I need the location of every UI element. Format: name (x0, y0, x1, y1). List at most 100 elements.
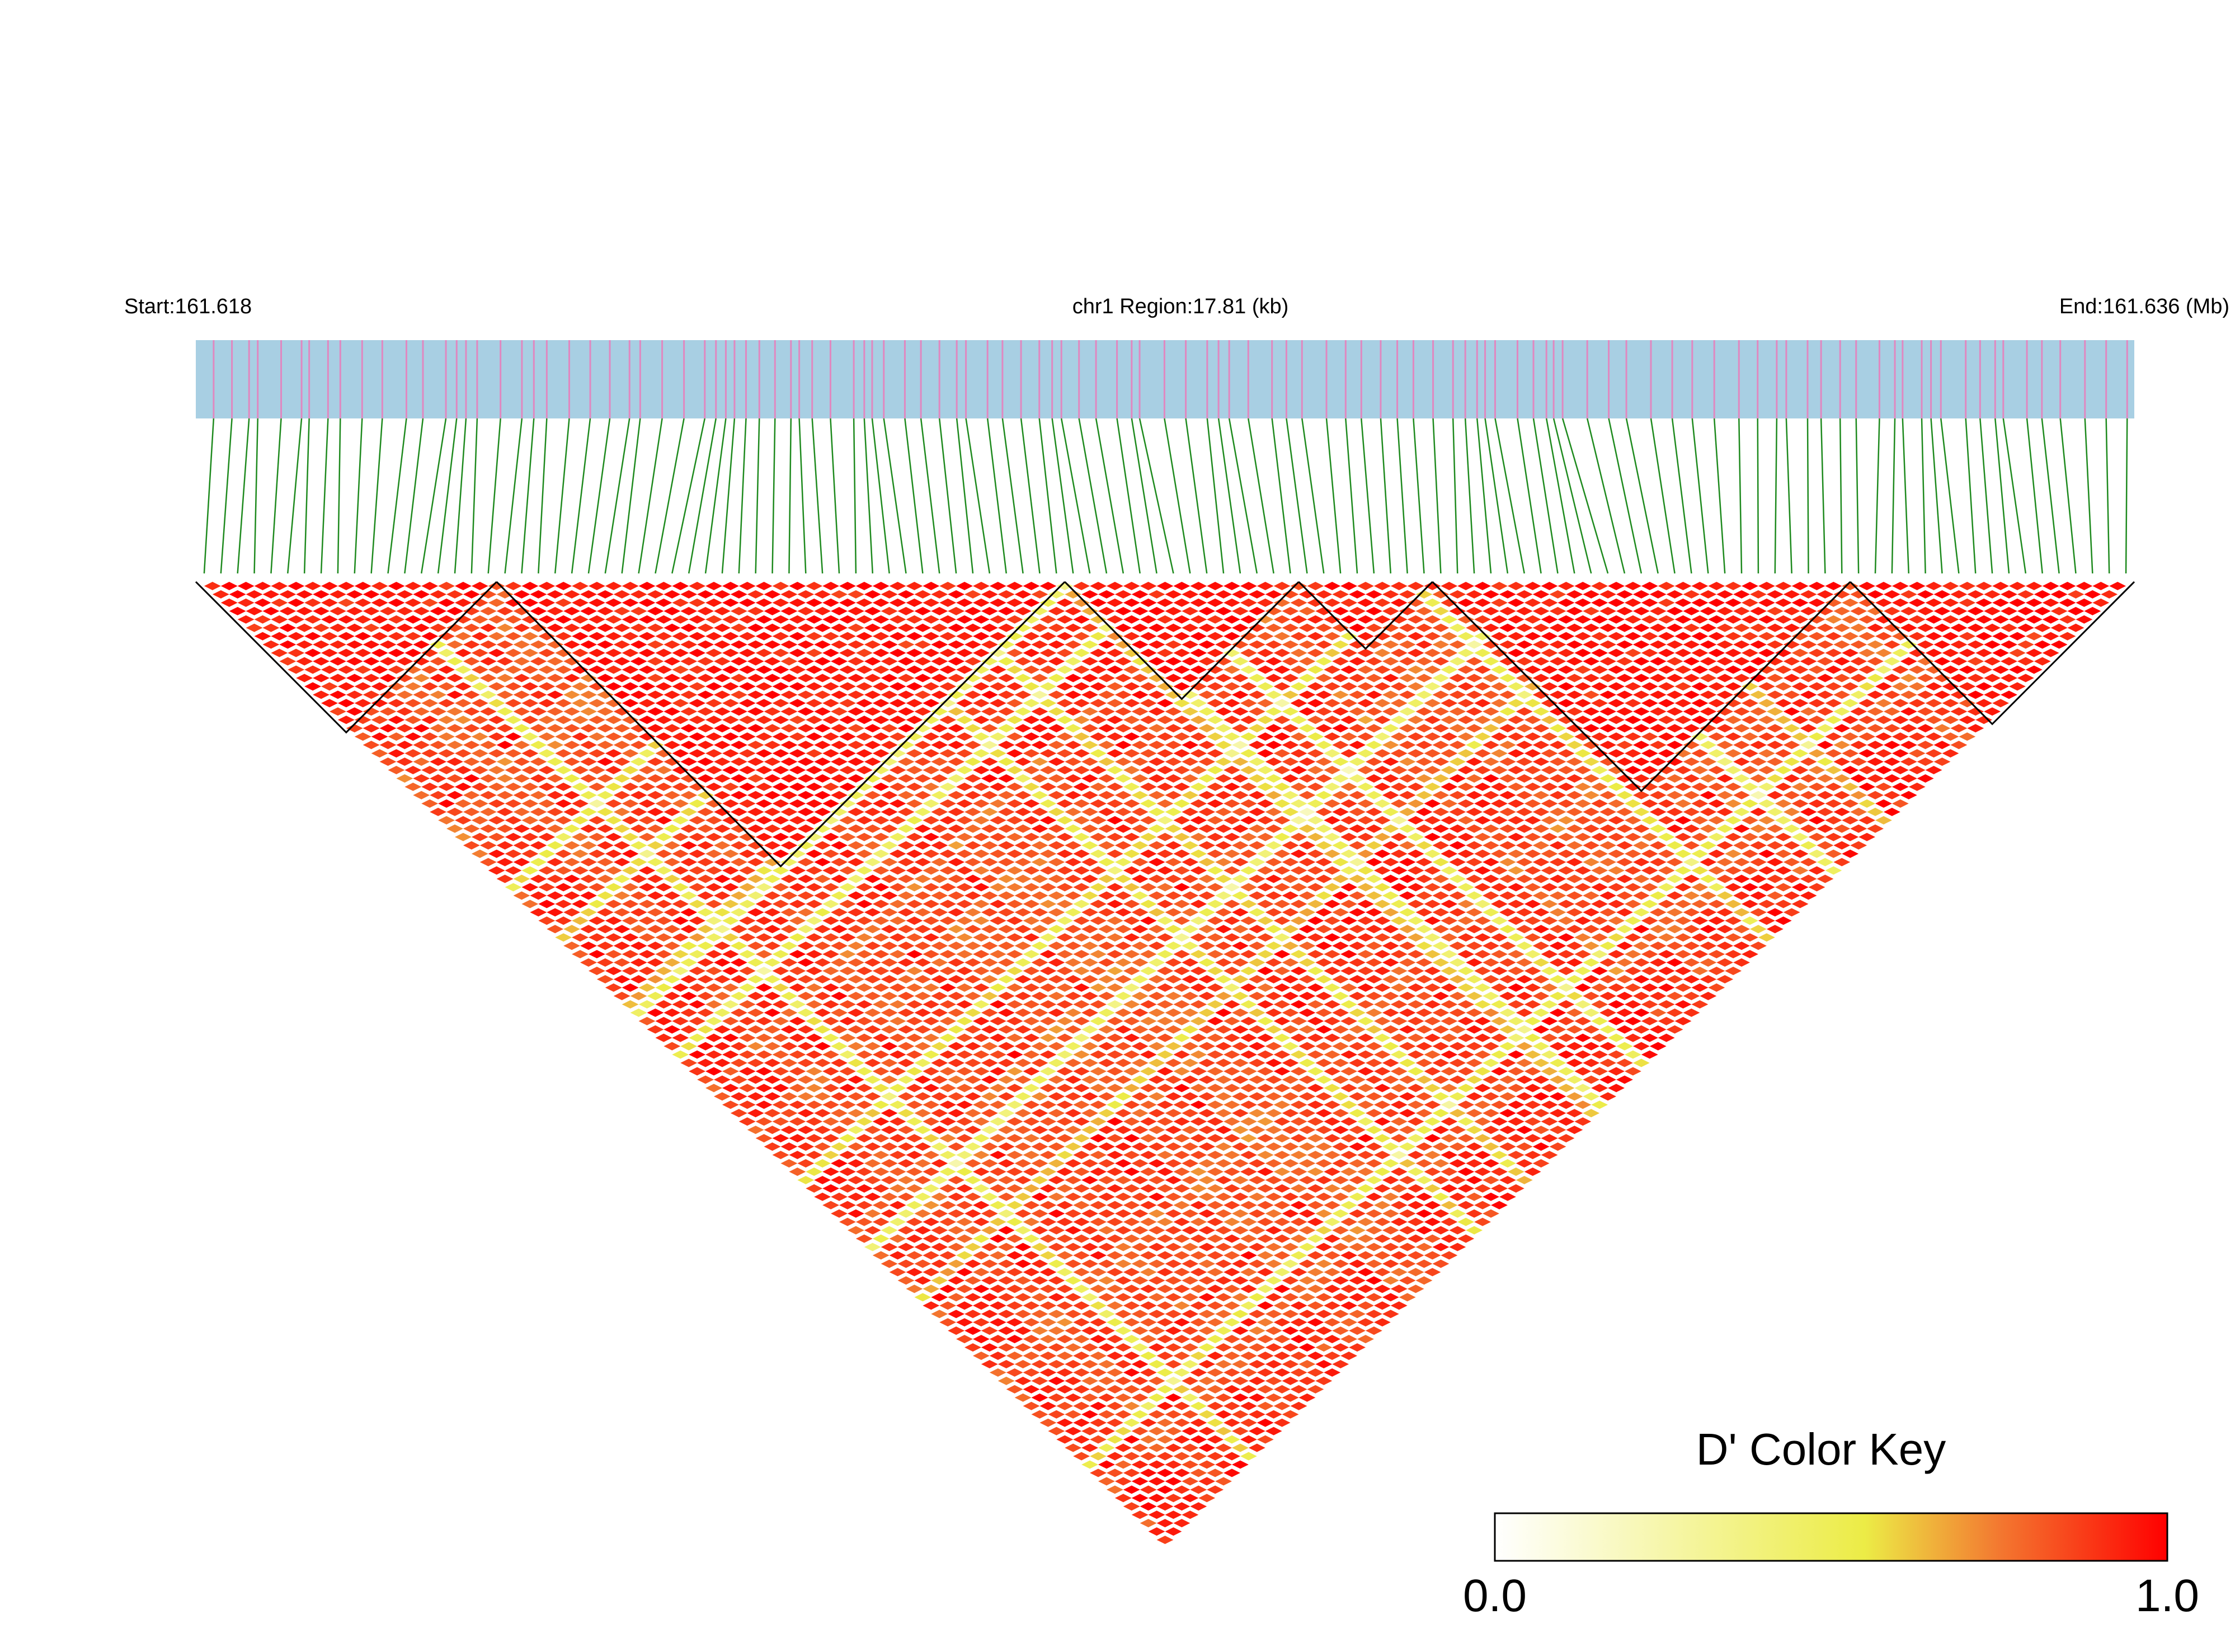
ld-cell (1298, 1259, 1316, 1268)
ld-cell (847, 1042, 864, 1051)
ld-cell (1056, 983, 1074, 992)
ld-cell (1324, 1251, 1341, 1260)
ld-cell (747, 657, 764, 666)
ld-cell (304, 632, 322, 641)
ld-cell (1207, 1268, 1224, 1277)
ld-cell (889, 766, 906, 775)
ld-cell (881, 674, 898, 683)
ld-cell (1240, 1000, 1257, 1009)
ld-cell (1490, 1134, 1508, 1143)
ld-cell (1190, 816, 1207, 825)
ld-cell (914, 1242, 931, 1251)
ld-cell (981, 674, 998, 683)
ld-cell (1516, 1042, 1533, 1051)
ld-cell (923, 665, 940, 674)
ld-cell (948, 1209, 965, 1218)
ld-cell (1131, 657, 1149, 666)
ld-cell (1507, 1134, 1524, 1143)
ld-cell (1407, 1117, 1424, 1126)
ld-cell (1357, 1134, 1374, 1143)
ld-cell (1382, 958, 1399, 967)
ld-cell (1257, 1301, 1274, 1310)
snp-connector (1464, 418, 1475, 574)
ld-cell (1224, 1352, 1240, 1360)
ld-cell (831, 958, 848, 967)
ld-cell (1114, 958, 1132, 967)
ld-cell (555, 883, 572, 892)
ld-cell (1215, 1310, 1232, 1319)
ld-cell (1298, 1042, 1316, 1051)
ld-cell (789, 967, 806, 975)
ld-cell (713, 757, 731, 766)
ld-cell (948, 1159, 965, 1168)
ld-cell (1390, 1000, 1408, 1009)
ld-cell (1106, 749, 1123, 758)
ld-cell (1415, 1058, 1433, 1067)
ld-cell (764, 874, 781, 883)
ld-cell (1140, 1000, 1157, 1009)
ld-cell (1056, 1117, 1074, 1126)
ld-cell (1449, 1142, 1466, 1151)
ld-cell (1065, 1075, 1082, 1084)
ld-cell (1031, 1092, 1048, 1101)
ld-cell (1224, 1184, 1240, 1193)
ld-cell (831, 707, 848, 716)
ld-cell (471, 615, 488, 624)
ld-cell (1182, 1142, 1199, 1151)
ld-cell (747, 774, 764, 783)
ld-cell (438, 732, 455, 741)
ld-cell (730, 958, 747, 967)
ld-cell (1198, 991, 1216, 1000)
ld-cell (1039, 699, 1057, 708)
ld-cell (396, 590, 413, 599)
ld-cell (371, 716, 388, 724)
ld-cell (1165, 824, 1182, 833)
ld-cell (655, 1016, 672, 1025)
ld-cell (1156, 1452, 1174, 1461)
ld-cell (931, 724, 948, 733)
ld-cell (1031, 1310, 1048, 1319)
ld-cell (847, 908, 864, 917)
ld-cell (956, 648, 973, 657)
ld-cell (630, 757, 647, 766)
ld-cell (1190, 1401, 1207, 1410)
ld-cell (479, 741, 497, 750)
ld-cell (981, 741, 998, 750)
ld-cell (1031, 1025, 1048, 1034)
ld-cell (430, 674, 447, 683)
ld-cell (789, 816, 806, 825)
ld-cell (1006, 933, 1023, 942)
ld-cell (831, 824, 848, 833)
ld-cell (1474, 1184, 1491, 1193)
ld-cell (605, 648, 622, 657)
ld-cell (764, 942, 781, 950)
ld-cell (822, 732, 840, 741)
ld-cell (956, 1117, 973, 1126)
ld-cell (1273, 849, 1291, 858)
ld-cell (404, 648, 422, 657)
ld-cell (1190, 1268, 1207, 1277)
ld-cell (1224, 1167, 1240, 1176)
ld-cell (755, 582, 773, 590)
ld-cell (964, 1293, 981, 1302)
ld-cell (881, 958, 898, 967)
ld-cell (1014, 1326, 1032, 1335)
ld-cell (1558, 1117, 1575, 1126)
ld-cell (1114, 1326, 1132, 1335)
ld-cell (1349, 991, 1366, 1000)
ld-cell (997, 1075, 1015, 1084)
ld-cell (664, 640, 681, 649)
ld-cell (1290, 1016, 1307, 1025)
ld-cell (1248, 1410, 1265, 1419)
ld-cell (1207, 1385, 1224, 1394)
ld-cell (521, 582, 539, 590)
ld-cell (446, 657, 463, 666)
ld-cell (1148, 1209, 1165, 1218)
ld-cell (1081, 1058, 1099, 1067)
ld-cell (1065, 1343, 1082, 1352)
ld-cell (1507, 1050, 1524, 1059)
ld-cell (872, 766, 890, 775)
ld-cell (1240, 1401, 1257, 1410)
ld-cell (855, 1016, 873, 1025)
ld-cell (454, 665, 472, 674)
